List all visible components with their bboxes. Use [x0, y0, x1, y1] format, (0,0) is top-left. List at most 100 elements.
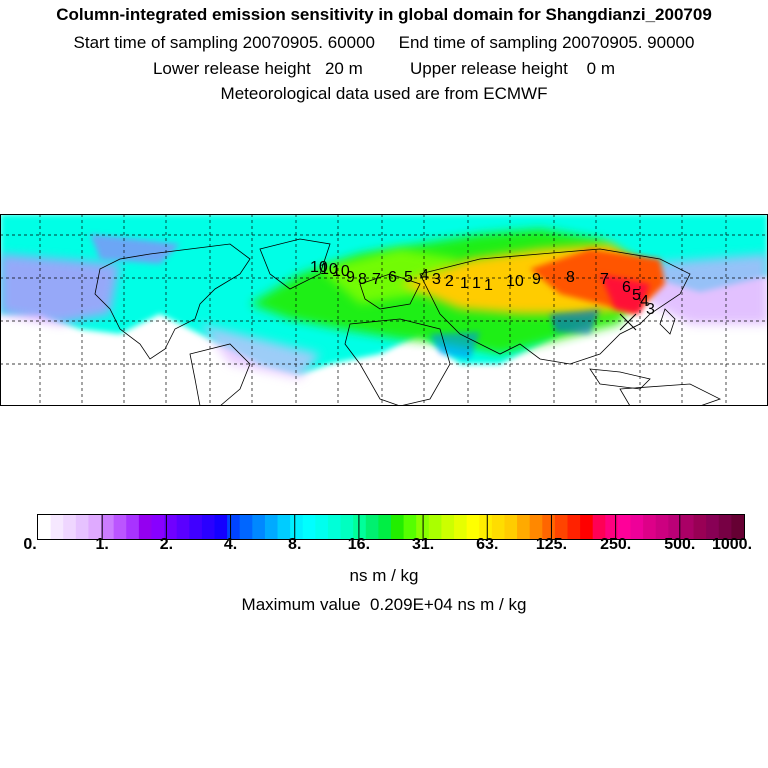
- release-height-line: Lower release height 20 m Upper release …: [152, 59, 616, 78]
- colorbar-frame: [37, 514, 745, 540]
- colorbar-cell: [630, 515, 644, 539]
- maximum-value: Maximum value 0.209E+04 ns m / kg: [241, 595, 527, 614]
- trajectory-label: 9: [532, 271, 541, 288]
- colorbar-tick-label: 500.: [664, 536, 695, 550]
- sampling-time-line: Start time of sampling 20070905. 60000 E…: [73, 33, 695, 52]
- colorbar-cell: [151, 515, 165, 539]
- colorbar-cell: [340, 515, 354, 539]
- colorbar-cell: [201, 515, 216, 539]
- colorbar-cell: [592, 515, 606, 539]
- colorbar-cell: [113, 515, 127, 539]
- colorbar-cell: [327, 515, 342, 539]
- trajectory-label: 10: [506, 273, 524, 290]
- colorbar-tick-label: 125.: [536, 536, 567, 550]
- trajectory-label: 7: [600, 271, 609, 288]
- colorbar-cell: [706, 515, 720, 539]
- colorbar-tick-labels: 0. 1. 2. 4. 8. 16. 31. 63. 125. 250. 500. 1000.: [23, 536, 752, 550]
- colorbar-tick-label: 2.: [160, 536, 173, 550]
- colorbar-cell: [554, 515, 569, 539]
- colorbar-unit: ns m / kg: [349, 566, 419, 585]
- met-data-line: Meteorological data used are from ECMWF: [220, 84, 548, 103]
- colorbar-cell: [75, 515, 90, 539]
- colorbar-cell: [542, 515, 556, 539]
- trajectory-label: 3: [646, 301, 655, 318]
- colorbar-cell: [302, 515, 316, 539]
- trajectory-label: 1: [472, 275, 481, 292]
- colorbar-cell: [214, 515, 228, 539]
- trajectory-label: 10: [332, 263, 350, 280]
- colorbar-cell: [567, 515, 581, 539]
- colorbar-cell: [63, 515, 77, 539]
- colorbar-cell: [428, 515, 443, 539]
- colorbar-cell: [164, 515, 178, 539]
- colorbar-cell: [731, 515, 745, 539]
- trajectory-label: 5: [632, 287, 641, 304]
- colorbar-cell: [529, 515, 543, 539]
- colorbar-cell: [643, 515, 657, 539]
- receptor-marker: [619, 313, 637, 331]
- trajectory-label: 9: [346, 269, 355, 286]
- colorbar-cell: [668, 515, 682, 539]
- colorbar-cell: [50, 515, 64, 539]
- colorbar-cell: [277, 515, 291, 539]
- trajectory-label: 4: [420, 267, 429, 284]
- colorbar-cell: [718, 515, 732, 539]
- colorbar-cell: [176, 515, 190, 539]
- colorbar-tick-label: 63.: [476, 536, 498, 550]
- colorbar-cell: [290, 515, 304, 539]
- colorbar-cell: [491, 515, 506, 539]
- colorbar-cell: [365, 515, 379, 539]
- colorbar-cell: [239, 515, 253, 539]
- coastlines: [94, 238, 722, 406]
- trajectory-label: 1: [484, 277, 493, 294]
- colorbar-cell: [517, 515, 531, 539]
- colorbar-tick-label: 0.: [23, 536, 36, 550]
- colorbar-tick-label: 31.: [412, 536, 434, 550]
- colorbar: 0. 1. 2. 4. 8. 16. 31. 63. 125. 250. 500. 1000.: [23, 514, 752, 550]
- colorbar-tick-label: 1000.: [712, 536, 752, 550]
- colorbar-cell: [189, 515, 203, 539]
- colorbar-tick-label: 250.: [600, 536, 631, 550]
- colorbar-cell: [617, 515, 632, 539]
- colorbar-cell: [391, 515, 405, 539]
- trajectory-label: 6: [622, 279, 631, 296]
- colorbar-cell: [454, 515, 468, 539]
- colorbar-cell: [88, 515, 102, 539]
- colorbar-cell: [466, 515, 480, 539]
- colorbar-cell: [403, 515, 417, 539]
- trajectory-label: 10: [310, 259, 328, 276]
- trajectory-label: 4: [640, 293, 649, 310]
- colorbar-cell: [38, 515, 52, 539]
- colorbar-cell: [101, 515, 115, 539]
- colorbar-cell: [126, 515, 140, 539]
- trajectory-label: 8: [358, 271, 367, 288]
- colorbar-cell: [378, 515, 392, 539]
- trajectory-label: 2: [445, 273, 454, 290]
- lat-lon-grid: [0, 214, 768, 406]
- colorbar-cell: [680, 515, 695, 539]
- colorbar-cell: [315, 515, 329, 539]
- trajectory-label: 8: [566, 269, 575, 286]
- colorbar-tick-label: 4.: [224, 536, 237, 550]
- colorbar-cell: [504, 515, 518, 539]
- colorbar-cell: [353, 515, 367, 539]
- colorbar-cell: [441, 515, 455, 539]
- trajectory-label: 10: [320, 261, 338, 278]
- colorbar-cell: [479, 515, 493, 539]
- trajectory-label: 1: [460, 275, 469, 292]
- colorbar-tick-label: 1.: [96, 536, 109, 550]
- colorbar-cell: [655, 515, 669, 539]
- colorbar-tick-label: 8.: [288, 536, 301, 550]
- colorbar-cells: [38, 515, 745, 539]
- colorbar-dividers: [101, 515, 681, 539]
- colorbar-cell: [693, 515, 707, 539]
- colorbar-cell: [264, 515, 279, 539]
- colorbar-cell: [138, 515, 153, 539]
- plot-title: Column-integrated emission sensitivity i…: [56, 5, 712, 24]
- trajectory-label: 7: [372, 271, 381, 288]
- colorbar-tick-label: 16.: [348, 536, 370, 550]
- trajectory-label: 6: [388, 269, 397, 286]
- trajectory-label: 3: [432, 271, 441, 288]
